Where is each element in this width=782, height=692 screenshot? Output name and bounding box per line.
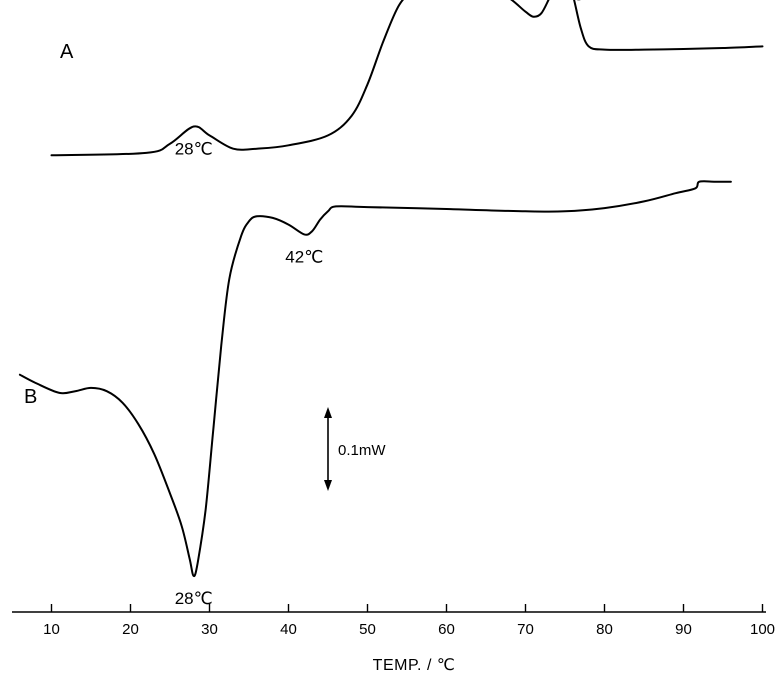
scale-bar-label: 0.1mW	[338, 442, 386, 459]
series-a-label: A	[60, 41, 74, 63]
x-tick-label-40: 40	[280, 621, 297, 638]
curves-group	[18, 0, 764, 578]
x-axis-title: TEMP. / ℃	[373, 657, 456, 674]
peak-labels-group: 28℃61℃75℃42℃28℃	[175, 0, 584, 608]
peak-label-a-28: 28℃	[175, 140, 213, 159]
x-tick-label-20: 20	[122, 621, 139, 638]
x-tick-label-10: 10	[43, 621, 60, 638]
x-tick-label-70: 70	[517, 621, 534, 638]
peak-label-b-42: 42℃	[285, 247, 323, 266]
scale-bar-arrow-up-icon	[324, 407, 332, 418]
x-tick-label-30: 30	[201, 621, 218, 638]
curve-labels-group: AB	[24, 41, 74, 408]
x-tick-label-90: 90	[675, 621, 692, 638]
series-b-label: B	[24, 386, 37, 408]
x-tick-label-100: 100	[750, 621, 775, 638]
scale-bar: 0.1mW	[324, 407, 386, 491]
peak-label-a-75: 75℃	[546, 0, 584, 4]
scale-bar-arrow-down-icon	[324, 480, 332, 491]
x-ticks-group: 10 20 30 40 50 60 70 80 90 100	[43, 604, 775, 638]
series-b-line	[18, 180, 732, 578]
x-tick-label-60: 60	[438, 621, 455, 638]
x-tick-label-80: 80	[596, 621, 613, 638]
series-a-line	[50, 0, 764, 157]
x-tick-label-50: 50	[359, 621, 376, 638]
peak-label-b-28: 28℃	[175, 589, 213, 608]
